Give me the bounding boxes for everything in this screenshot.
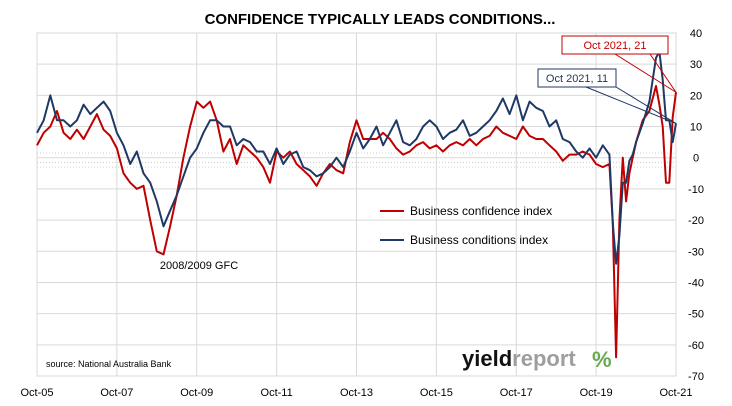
logo-percent-icon: % [592, 347, 612, 372]
x-tick-label: Oct-05 [20, 387, 53, 399]
callout-conditions: Oct 2021, 11 [537, 68, 677, 124]
legend-label-conditions: Business conditions index [410, 233, 548, 247]
y-tick-label: -10 [688, 184, 704, 196]
x-tick-label: Oct-19 [580, 387, 613, 399]
source-note: source: National Australia Bank [46, 359, 172, 369]
annotations: 2008/2009 GFC Oct 2021, 21 Oct 2021, 11 [160, 35, 677, 272]
callout-confidence: Oct 2021, 21 [561, 35, 677, 93]
y-tick-label: 30 [690, 59, 702, 71]
callout-leader-line [614, 53, 677, 93]
callout-box [537, 68, 617, 88]
callout-text: Oct 2021, 11 [546, 73, 608, 85]
y-tick-label: -70 [688, 371, 704, 383]
y-axis: 40 30 20 10 0 -10 -20 -30 -40 -50 -60 -70 [688, 28, 704, 383]
y-tick-label: -30 [688, 246, 704, 258]
x-tick-label: Oct-21 [659, 387, 692, 399]
legend-label-confidence: Business confidence index [410, 204, 552, 218]
x-axis: Oct-05 Oct-07 Oct-09 Oct-11 Oct-13 Oct-15 Oct-… [20, 387, 692, 399]
annotation-gfc: 2008/2009 GFC [160, 260, 238, 272]
x-tick-label: Oct-07 [100, 387, 133, 399]
legend: Business confidence index Business condi… [380, 204, 552, 247]
x-tick-label: Oct-13 [340, 387, 373, 399]
y-tick-label: 40 [690, 28, 702, 40]
callout-leader-line [615, 86, 677, 124]
callout-leader-line [585, 86, 677, 124]
callout-box [561, 35, 669, 55]
y-tick-label: 10 [690, 122, 702, 134]
y-tick-label: 20 [690, 90, 702, 102]
series-lines [36, 50, 677, 359]
logo-text: yieldreport [462, 346, 576, 371]
x-tick-label: Oct-09 [180, 387, 213, 399]
x-tick-label: Oct-17 [500, 387, 533, 399]
y-tick-label: -60 [688, 340, 704, 352]
callout-text: Oct 2021, 21 [583, 40, 646, 52]
chart-title: CONFIDENCE TYPICALLY LEADS CONDITIONS... [205, 11, 556, 28]
callout-leader-line [649, 53, 677, 93]
y-tick-label: -40 [688, 277, 704, 289]
x-tick-label: Oct-11 [261, 387, 293, 399]
yieldreport-logo: yieldreport % [462, 346, 612, 372]
y-tick-label: -20 [688, 215, 704, 227]
x-tick-label: Oct-15 [420, 387, 453, 399]
y-tick-label: -50 [688, 309, 704, 321]
series-line-conditions [36, 50, 677, 265]
y-tick-label: 0 [693, 153, 699, 165]
